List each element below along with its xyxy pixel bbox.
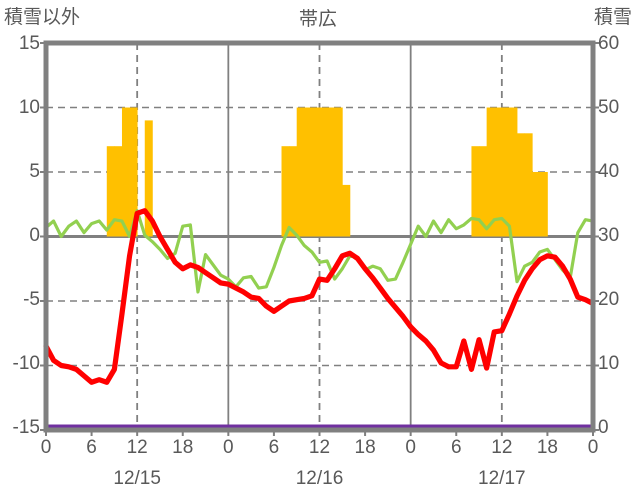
x-tick-8: 0 xyxy=(405,437,416,458)
left-ytick-3: 0 xyxy=(29,225,40,246)
precipitation-bars xyxy=(106,107,548,237)
bar xyxy=(129,107,138,237)
bar xyxy=(539,172,548,237)
bar xyxy=(494,107,503,237)
right-ytick-6: 0 xyxy=(598,417,609,438)
bar xyxy=(524,133,533,237)
right-ytick-3: 30 xyxy=(598,225,620,246)
bar xyxy=(304,107,313,237)
bar xyxy=(281,146,290,237)
right-ytick-1: 50 xyxy=(598,97,620,118)
page-title: 帯広 xyxy=(298,9,337,30)
left-ytick-2: 5 xyxy=(29,161,40,182)
axis-ticks xyxy=(40,42,599,436)
bar xyxy=(486,107,495,237)
x-tick-12: 0 xyxy=(587,437,599,458)
bar xyxy=(144,120,153,237)
right-ytick-5: 10 xyxy=(598,353,620,374)
bar xyxy=(289,146,298,237)
x-tick-1: 6 xyxy=(86,437,97,458)
left-axis-title: 積雪以外 xyxy=(4,7,81,28)
bar xyxy=(517,133,526,237)
day-label-1: 12/16 xyxy=(295,468,344,489)
right-ytick-2: 40 xyxy=(598,161,620,182)
red-temperature-line xyxy=(43,208,596,385)
x-tick-4: 0 xyxy=(223,437,234,458)
left-ytick-6: -15 xyxy=(12,417,40,438)
left-ytick-4: -5 xyxy=(23,289,40,310)
x-tick-3: 18 xyxy=(172,437,194,458)
x-tick-10: 12 xyxy=(491,437,513,458)
x-tick-11: 18 xyxy=(536,437,558,458)
bar xyxy=(532,172,541,237)
right-ytick-0: 60 xyxy=(598,33,620,54)
x-tick-0: 0 xyxy=(40,437,52,458)
bar xyxy=(311,107,320,237)
bar xyxy=(334,107,343,237)
bar xyxy=(509,107,518,237)
right-axis-title: 積雪 xyxy=(593,7,632,28)
day-label-2: 12/17 xyxy=(478,468,526,489)
x-tick-6: 12 xyxy=(308,437,331,458)
left-ytick-5: -10 xyxy=(12,353,40,374)
bar xyxy=(342,184,351,237)
bar xyxy=(106,146,115,237)
x-tick-9: 6 xyxy=(450,437,462,458)
data-lines xyxy=(43,208,596,430)
bar xyxy=(327,107,336,237)
bar xyxy=(296,107,305,237)
x-tick-2: 12 xyxy=(126,437,148,458)
day-label-0: 12/15 xyxy=(113,468,161,489)
x-tick-5: 6 xyxy=(268,437,280,458)
bar xyxy=(114,146,123,237)
bar xyxy=(479,146,488,237)
bar xyxy=(121,107,130,237)
bar xyxy=(501,107,510,237)
left-ytick-0: 15 xyxy=(18,33,40,54)
x-tick-7: 18 xyxy=(354,437,376,458)
right-ytick-4: 20 xyxy=(598,289,620,310)
bar xyxy=(319,107,328,237)
bar xyxy=(471,146,480,237)
left-ytick-1: 10 xyxy=(18,97,40,118)
